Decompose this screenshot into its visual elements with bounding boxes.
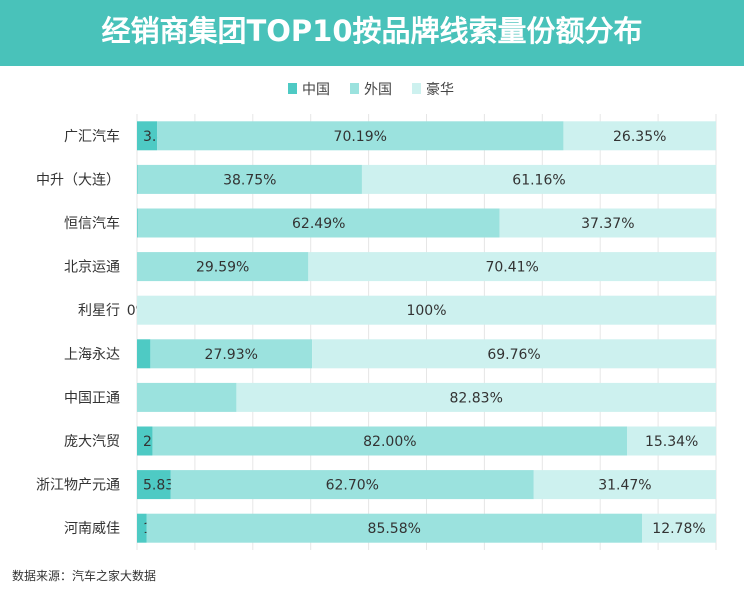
bar-segment [137,513,147,543]
bar-segment [137,252,309,282]
data-label: 27.93% [205,347,258,363]
data-label: 61.16% [512,172,565,188]
data-label: 26.35% [613,129,666,145]
bar-segment [137,339,151,369]
category-label: 庞大汽贸 [64,434,120,450]
category-label: 河南威佳 [64,521,120,537]
bar-segment [170,470,534,500]
bar-segment [533,470,716,500]
chart-title: 经销商集团TOP10按品牌线索量份额分布 [101,14,643,48]
stacked-bar-chart: 中国外国豪华广汇汽车3.46%70.19%26.35%中升（大连）0.10%38… [36,82,717,550]
bar-segment [499,208,716,238]
legend-label: 豪华 [426,82,454,98]
data-label: 82.83% [450,390,503,406]
bar-segment [361,164,717,194]
bar-segment [137,382,237,412]
data-label: 15.34% [645,434,698,450]
category-label: 浙江物产元通 [36,478,120,494]
legend-swatch [412,83,421,94]
bar-segment [157,121,564,151]
bar-segment [137,426,153,456]
legend-swatch [288,83,297,94]
category-label: 广汇汽车 [64,128,120,145]
legend-label: 中国 [302,82,330,98]
bar-segment [137,164,138,194]
bar-segment [137,121,158,151]
data-label: 62.70% [326,478,379,494]
bar-segment [137,208,500,238]
data-label: 70.19% [334,129,387,145]
category-label: 上海永达 [64,347,120,363]
bar-segment [308,252,716,282]
data-label: 12.78% [652,521,705,537]
bar-segment [137,470,171,500]
data-label: 62.49% [292,216,345,232]
source-note: 数据来源：汽车之家大数据 [12,569,157,583]
bar-segment [137,295,716,325]
bar-segment [146,513,643,543]
bar-segment [563,121,716,151]
data-label: 82.00% [363,434,416,450]
bar-segment [642,513,716,543]
bar-segment [152,426,628,456]
bar-segment [627,426,717,456]
data-label: 69.76% [487,347,540,363]
category-label: 北京运通 [64,260,120,276]
category-label: 恒信汽车 [64,215,120,232]
data-label: 85.58% [368,521,421,537]
legend-swatch [350,83,359,94]
title-bar [0,0,744,66]
data-label: 31.47% [598,478,651,494]
data-label: 100% [406,303,446,319]
category-label: 利星行 [78,303,120,319]
data-label: 37.37% [581,216,634,232]
data-label: 70.41% [485,260,538,276]
legend-label: 外国 [364,82,392,98]
bar-segment [312,339,716,369]
bar-segment [150,339,313,369]
category-label: 中升（大连） [36,172,120,188]
data-label: 29.59% [196,260,249,276]
bar-segment [137,164,362,194]
bar-segment [236,382,716,412]
category-label: 中国正通 [64,390,120,406]
bar-segment [137,208,138,238]
data-label: 38.75% [223,172,276,188]
